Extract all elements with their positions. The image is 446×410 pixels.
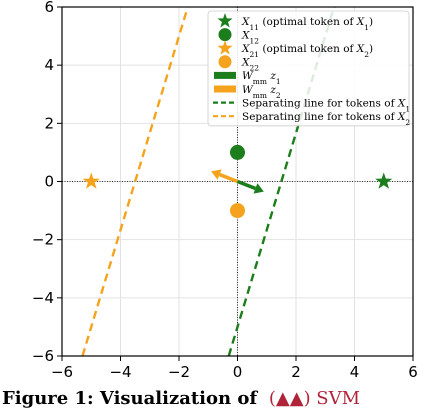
x-tick-label: −4 <box>109 363 131 381</box>
legend-symbol-X22 <box>218 55 232 69</box>
legend-label-X21: X21 (optimal token of X2) <box>241 43 373 59</box>
point-star-X11 <box>375 172 393 189</box>
x-tick-label: 6 <box>408 363 418 381</box>
x-tick-label: 2 <box>291 363 301 381</box>
y-tick-label: −6 <box>32 347 54 365</box>
x-tick-label: 0 <box>233 363 243 381</box>
legend-label-X11: X11 (optimal token of X1) <box>241 16 373 32</box>
y-tick-label: −2 <box>32 231 54 249</box>
y-tick-label: 6 <box>44 0 54 16</box>
legend-symbol-X21 <box>217 40 233 55</box>
point-circle-X12 <box>230 144 245 160</box>
legend-symbol-Wz1 <box>214 71 236 79</box>
legend-box <box>207 10 410 127</box>
legend-label-sep1: Separating line for tokens of X1 <box>242 97 410 113</box>
y-axis-ticks: −6 −4 −2 0 2 4 6 <box>32 0 62 365</box>
separating-line-sep2 <box>81 6 189 357</box>
x-tick-label: −2 <box>168 363 190 381</box>
arrow-head-Wz1 <box>253 183 264 194</box>
arrow-head-Wz2 <box>211 169 222 180</box>
legend-symbol-X12 <box>218 28 232 42</box>
x-tick-label: −6 <box>51 363 73 381</box>
legend-label-sep2: Separating line for tokens of X2 <box>242 111 410 127</box>
legend-label-Wz1: Wmm z1 <box>242 70 281 86</box>
y-tick-label: 2 <box>44 114 54 132</box>
y-tick-label: −4 <box>32 289 54 307</box>
figure-caption: Figure 1: Visualization of (▲▲) SVM <box>2 388 360 409</box>
legend-label-X22: X22 <box>241 57 259 73</box>
x-axis-ticks: −6 −4 −2 0 2 4 6 <box>51 356 418 381</box>
point-circle-X22 <box>230 203 245 219</box>
x-tick-label: 4 <box>350 363 360 381</box>
legend-symbol-X11 <box>217 13 233 28</box>
point-star-X21 <box>82 172 100 189</box>
legend-label-Wz2: Wmm z2 <box>242 84 281 100</box>
legend-label-X12: X12 <box>241 29 259 45</box>
y-tick-label: 4 <box>44 56 54 74</box>
caption-highlight: (▲▲) SVM <box>269 388 360 409</box>
direction-arrows <box>211 169 264 194</box>
token-points <box>82 144 393 219</box>
arrow-shaft-Wz2 <box>218 172 239 184</box>
arrow-shaft-Wz1 <box>236 179 257 191</box>
y-tick-label: 0 <box>44 173 54 191</box>
caption-text: Figure 1: Visualization of <box>2 388 258 409</box>
legend-symbol-Wz2 <box>214 85 236 93</box>
